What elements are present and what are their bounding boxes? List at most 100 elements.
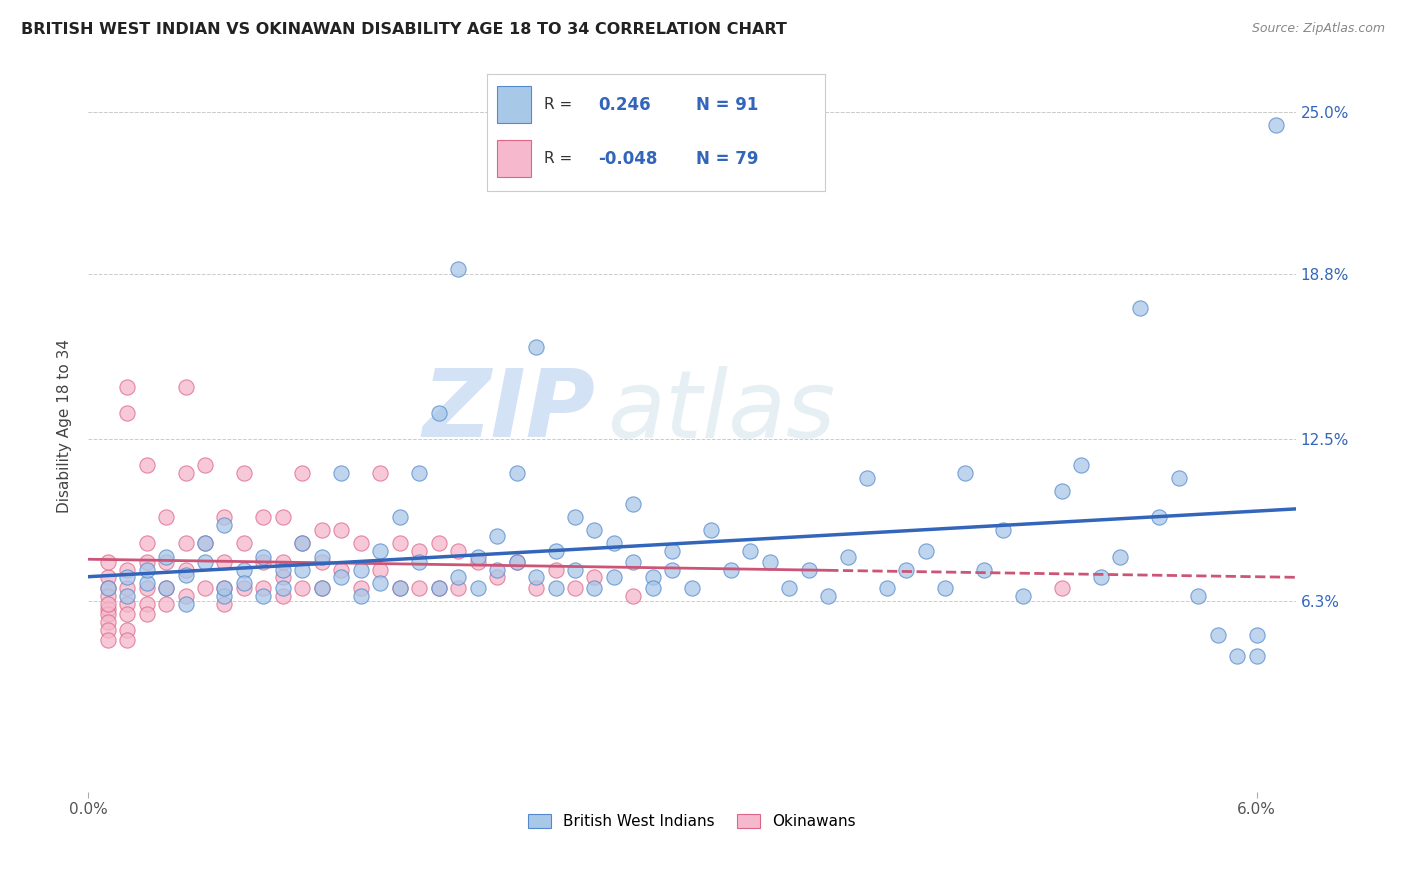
Point: [797, 563, 820, 577]
Point: [350, 589, 373, 603]
Point: [115, 379, 138, 393]
Point: [194, 536, 217, 550]
Point: [486, 528, 509, 542]
Point: [97, 602, 120, 616]
Point: [271, 555, 294, 569]
Y-axis label: Disability Age 18 to 34: Disability Age 18 to 34: [58, 339, 72, 513]
Point: [447, 570, 470, 584]
Point: [291, 581, 314, 595]
Point: [214, 589, 236, 603]
Point: [291, 563, 314, 577]
Point: [368, 575, 391, 590]
Point: [368, 466, 391, 480]
Point: [1187, 589, 1209, 603]
Point: [155, 581, 177, 595]
Point: [623, 497, 645, 511]
Point: [583, 524, 606, 538]
Point: [623, 555, 645, 569]
Point: [564, 581, 586, 595]
Point: [214, 581, 236, 595]
Point: [214, 555, 236, 569]
Point: [97, 597, 120, 611]
Point: [408, 581, 430, 595]
Point: [661, 544, 683, 558]
Point: [973, 563, 995, 577]
Point: [330, 563, 353, 577]
Point: [1265, 118, 1288, 132]
Point: [350, 536, 373, 550]
Point: [740, 544, 762, 558]
Point: [97, 581, 120, 595]
Point: [330, 466, 353, 480]
Point: [233, 563, 256, 577]
Point: [720, 563, 742, 577]
Point: [97, 607, 120, 621]
Point: [817, 589, 839, 603]
Point: [135, 575, 157, 590]
Point: [97, 615, 120, 629]
Point: [524, 340, 547, 354]
Point: [603, 536, 626, 550]
Point: [311, 549, 333, 564]
Point: [350, 581, 373, 595]
Text: Source: ZipAtlas.com: Source: ZipAtlas.com: [1251, 22, 1385, 36]
Point: [1149, 510, 1171, 524]
Point: [214, 581, 236, 595]
Point: [97, 589, 120, 603]
Point: [174, 567, 197, 582]
Point: [135, 563, 157, 577]
Point: [311, 581, 333, 595]
Point: [115, 633, 138, 648]
Point: [934, 581, 956, 595]
Point: [291, 466, 314, 480]
Point: [758, 555, 780, 569]
Point: [661, 563, 683, 577]
Point: [214, 518, 236, 533]
Point: [993, 524, 1015, 538]
Point: [447, 581, 470, 595]
Point: [194, 536, 217, 550]
Point: [467, 549, 489, 564]
Text: ZIP: ZIP: [422, 365, 595, 457]
Point: [350, 563, 373, 577]
Point: [194, 581, 217, 595]
Point: [174, 563, 197, 577]
Point: [135, 597, 157, 611]
Point: [291, 536, 314, 550]
Point: [97, 555, 120, 569]
Point: [1246, 648, 1268, 663]
Point: [115, 597, 138, 611]
Point: [271, 563, 294, 577]
Point: [97, 570, 120, 584]
Legend: British West Indians, Okinawans: British West Indians, Okinawans: [522, 808, 862, 836]
Point: [427, 581, 450, 595]
Point: [271, 589, 294, 603]
Point: [1070, 458, 1092, 472]
Point: [524, 581, 547, 595]
Point: [252, 589, 274, 603]
Point: [174, 589, 197, 603]
Point: [778, 581, 800, 595]
Point: [1167, 471, 1189, 485]
Point: [467, 581, 489, 595]
Point: [252, 581, 274, 595]
Point: [174, 536, 197, 550]
Point: [447, 261, 470, 276]
Point: [408, 466, 430, 480]
Point: [524, 570, 547, 584]
Point: [115, 589, 138, 603]
Point: [330, 524, 353, 538]
Point: [135, 581, 157, 595]
Point: [447, 544, 470, 558]
Point: [564, 563, 586, 577]
Point: [252, 510, 274, 524]
Point: [408, 544, 430, 558]
Point: [271, 581, 294, 595]
Point: [505, 555, 527, 569]
Point: [953, 466, 976, 480]
Point: [408, 555, 430, 569]
Point: [700, 524, 723, 538]
Point: [174, 597, 197, 611]
Point: [155, 597, 177, 611]
Point: [1226, 648, 1249, 663]
